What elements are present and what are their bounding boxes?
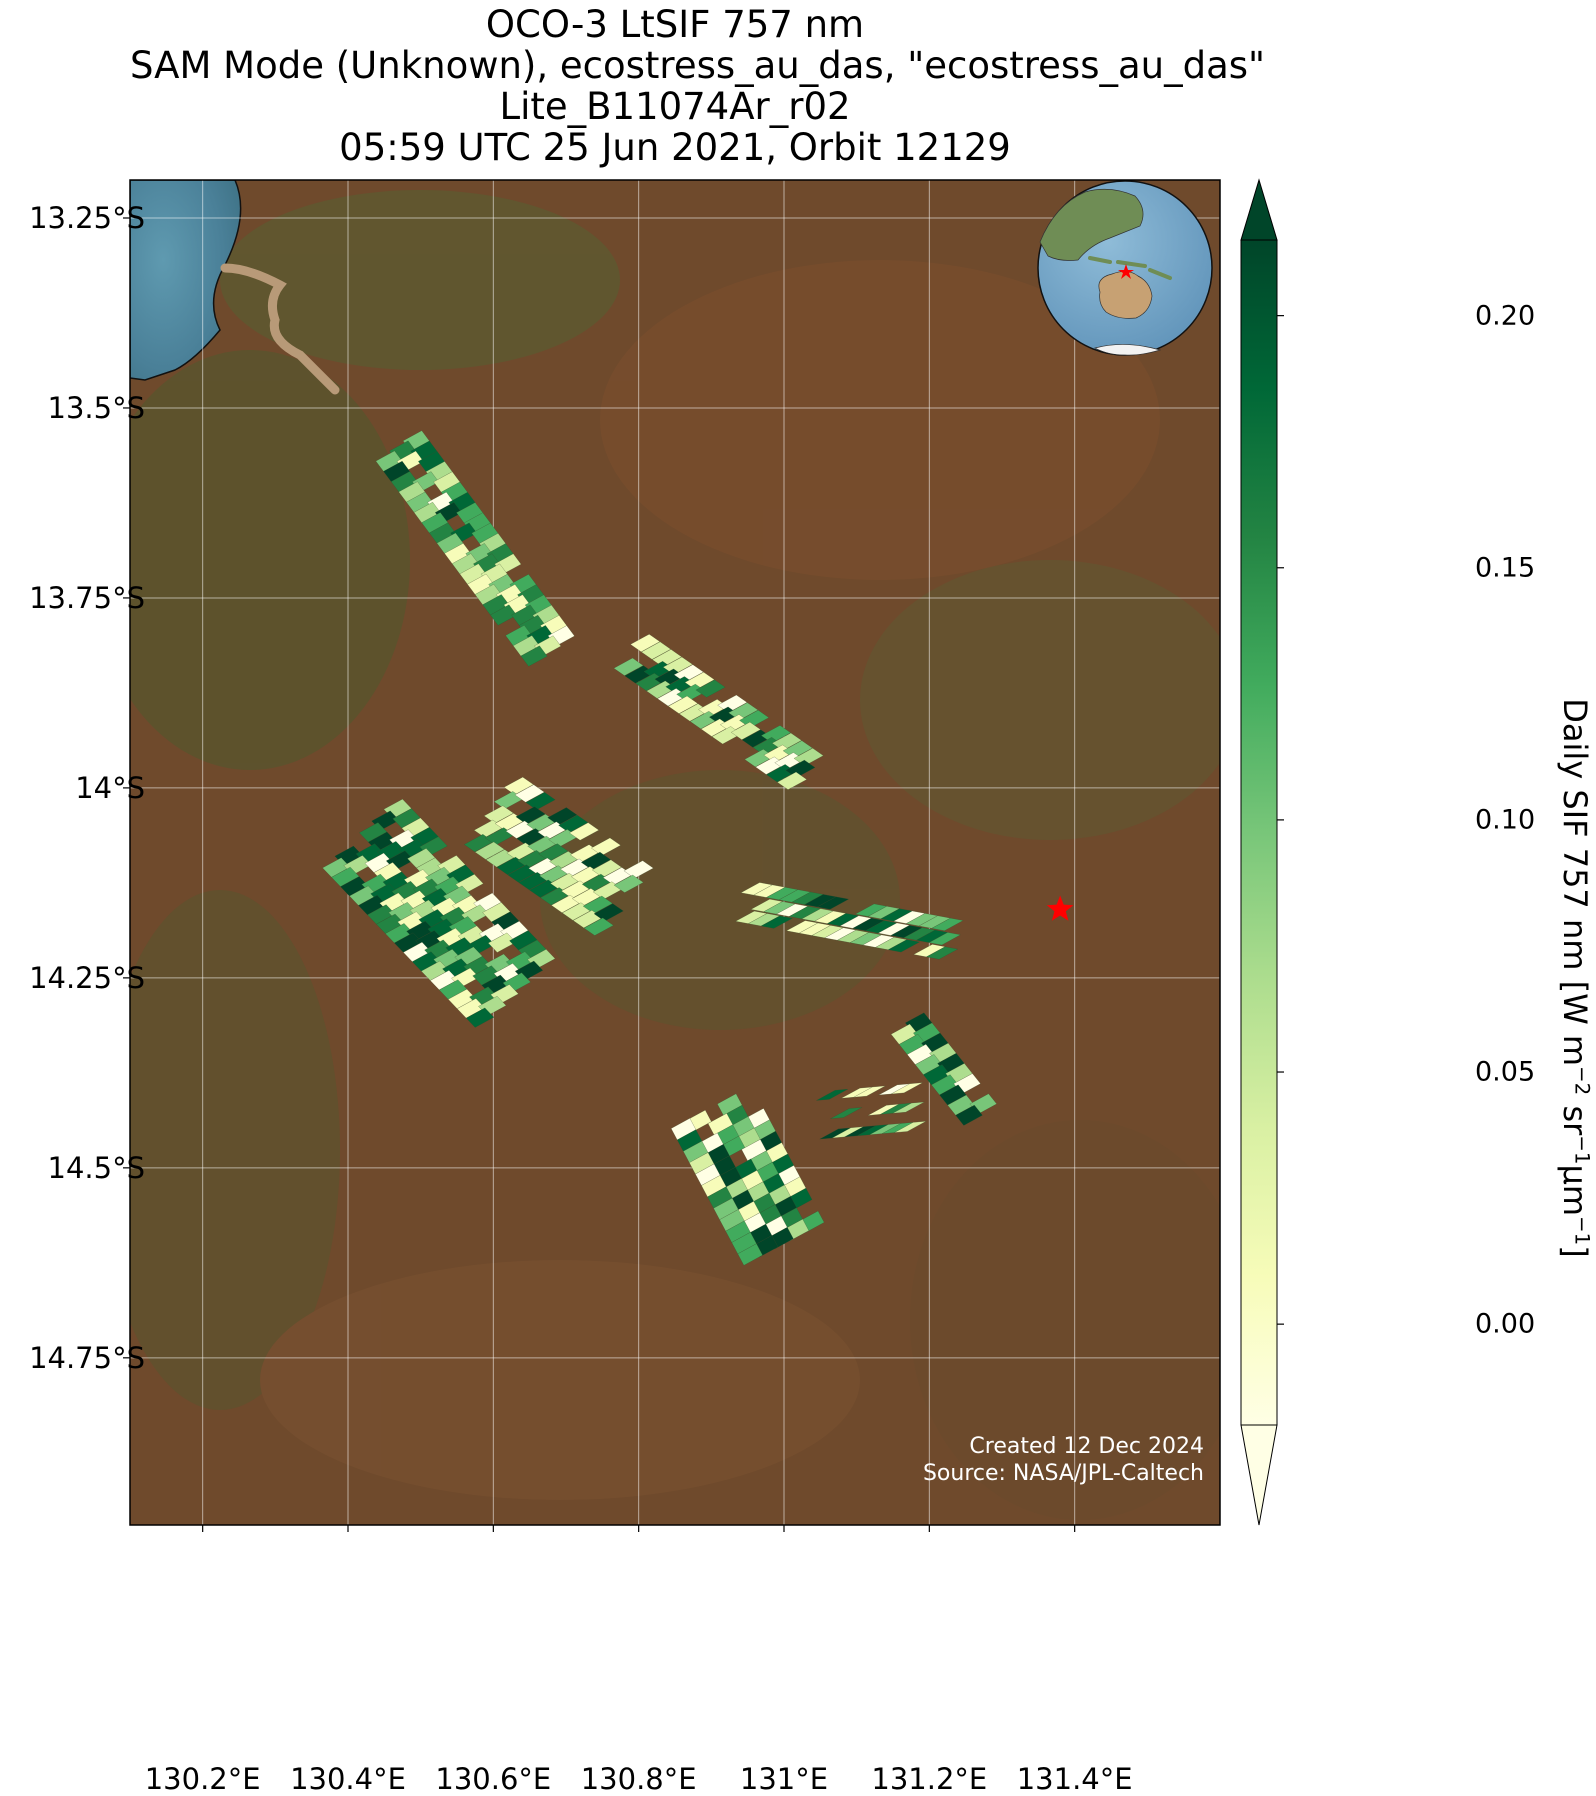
sif-cell bbox=[695, 679, 726, 698]
lon-tick-label: 130.2°E bbox=[144, 1762, 261, 1796]
title-line-4: 05:59 UTC 25 Jun 2021, Orbit 12129 bbox=[339, 126, 1011, 169]
sif-cell bbox=[931, 917, 964, 931]
lon-tick-marks bbox=[202, 1525, 1076, 1532]
terrain-texture bbox=[130, 190, 1220, 1520]
sif-cell bbox=[667, 695, 699, 714]
lat-tick-label: 13.5°S bbox=[47, 390, 145, 425]
sif-cell bbox=[730, 721, 761, 740]
lat-tick-label: 13.75°S bbox=[29, 580, 145, 615]
sif-cell bbox=[514, 784, 545, 803]
sea-inlet bbox=[130, 180, 242, 381]
colorbar-label-mid: sr bbox=[1556, 1095, 1594, 1136]
sif-cell bbox=[737, 1243, 763, 1266]
inset-globe bbox=[1037, 180, 1213, 356]
lat-tick-label: 14.25°S bbox=[29, 960, 145, 995]
sif-cell bbox=[776, 771, 808, 790]
sif-cell bbox=[816, 896, 850, 910]
sif-cell bbox=[830, 1107, 863, 1119]
colorbar-tick-marks bbox=[1277, 315, 1284, 1325]
lon-tick-label: 131°E bbox=[739, 1762, 829, 1796]
lat-tick-label: 14°S bbox=[75, 770, 145, 805]
colorbar-tick-label: 0.05 bbox=[1475, 1056, 1536, 1088]
sif-cell bbox=[640, 641, 672, 660]
sif-cell bbox=[816, 1088, 849, 1101]
credit-source: Source: NASA/JPL-Caltech bbox=[922, 1461, 1204, 1486]
lon-tick-label: 130.8°E bbox=[580, 1762, 697, 1796]
sif-cell bbox=[583, 917, 614, 936]
title-line-3: Lite_B11074Ar_r02 bbox=[499, 85, 851, 128]
map-gridlines bbox=[130, 180, 1220, 1525]
map-border bbox=[129, 179, 1221, 1526]
lon-tick-label: 131.2°E bbox=[871, 1762, 988, 1796]
sif-cell bbox=[853, 1085, 886, 1098]
sif-cell bbox=[887, 939, 921, 953]
colorbar-tick-label: 0.00 bbox=[1475, 1308, 1536, 1340]
lat-tick-label: 14.75°S bbox=[29, 1340, 145, 1375]
colorbar-tick-label: 0.10 bbox=[1475, 804, 1536, 836]
sif-cell bbox=[925, 946, 959, 960]
river bbox=[220, 263, 340, 395]
figure-title: OCO-3 LtSIF 757 nm SAM Mode (Unknown), e… bbox=[130, 3, 1266, 169]
sif-soundings bbox=[322, 430, 997, 1266]
sif-cell bbox=[613, 657, 644, 676]
sif-cell bbox=[760, 915, 794, 929]
title-line-1: OCO-3 LtSIF 757 nm bbox=[485, 3, 865, 46]
lat-tick-marks bbox=[123, 217, 130, 1359]
colorbar-label-main: Daily SIF 757 nm [W m bbox=[1556, 698, 1594, 1067]
globe-location-star bbox=[1118, 264, 1134, 279]
globe-antarctica bbox=[1094, 344, 1162, 356]
sif-cell bbox=[630, 633, 661, 653]
map-area bbox=[130, 180, 1220, 1525]
lon-tick-label: 130.6°E bbox=[435, 1762, 552, 1796]
colorbar-label-end: ] bbox=[1556, 1245, 1594, 1258]
sif-cell bbox=[892, 1101, 925, 1114]
colorbar-label-unit: μm bbox=[1556, 1164, 1594, 1217]
target-star bbox=[1046, 895, 1074, 921]
sif-cell bbox=[890, 1082, 923, 1095]
credit-created: Created 12 Dec 2024 bbox=[969, 1434, 1204, 1459]
sif-cell bbox=[520, 645, 548, 667]
target-star-marker bbox=[1046, 895, 1074, 921]
globe-asia bbox=[1039, 188, 1144, 261]
title-line-2: SAM Mode (Unknown), ecostress_au_das, "e… bbox=[130, 44, 1266, 87]
colorbar-gradient bbox=[1241, 240, 1277, 1425]
lat-tick-label: 13.25°S bbox=[29, 200, 145, 235]
colorbar-label: Daily SIF 757 nm [W m−2 sr−1μm−1] bbox=[1556, 698, 1594, 1258]
colorbar-extend-min bbox=[1240, 1424, 1278, 1526]
colorbar-label-exp1: −2 bbox=[1570, 1066, 1594, 1096]
colorbar-tick-label: 0.20 bbox=[1475, 300, 1536, 332]
globe-islands bbox=[1088, 256, 1172, 280]
colorbar bbox=[1240, 178, 1284, 1526]
lon-tick-label: 131.4°E bbox=[1016, 1762, 1133, 1796]
sif-cell bbox=[955, 1104, 983, 1126]
lat-tick-label: 14.5°S bbox=[47, 1150, 145, 1185]
globe-australia bbox=[1098, 271, 1153, 319]
sif-cell bbox=[465, 1007, 495, 1028]
colorbar-extend-max bbox=[1240, 178, 1278, 241]
sif-cell bbox=[928, 932, 962, 946]
colorbar-label-exp2: −1 bbox=[1570, 1135, 1594, 1165]
sif-cell bbox=[569, 822, 600, 841]
sif-cell bbox=[613, 874, 644, 893]
sif-cell bbox=[474, 841, 505, 860]
colorbar-tick-label: 0.15 bbox=[1475, 552, 1536, 584]
sif-cell bbox=[894, 1121, 927, 1133]
lon-tick-label: 130.4°E bbox=[290, 1762, 406, 1796]
colorbar-label-exp3: −1 bbox=[1570, 1216, 1594, 1246]
